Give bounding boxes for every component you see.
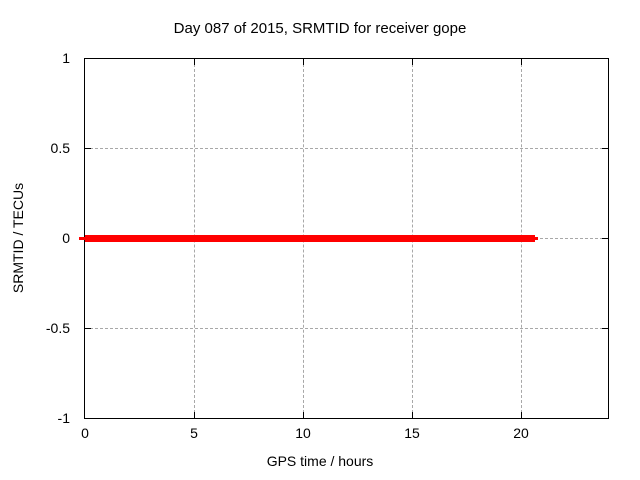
x-tick-label-5: 5 — [190, 425, 198, 441]
y-tick-right-0p5 — [602, 148, 608, 149]
y-tick-left-0p5 — [85, 148, 91, 149]
x-tick-bottom-5 — [194, 412, 195, 418]
y-tick-label-0p5: 0.5 — [50, 140, 70, 156]
x-tick-bottom-20 — [521, 412, 522, 418]
x-tick-label-0: 0 — [81, 425, 89, 441]
srmtid-data-line — [85, 235, 535, 242]
y-tick-left-neg0p5 — [85, 328, 91, 329]
x-tick-bottom-15 — [412, 412, 413, 418]
chart-title: Day 087 of 2015, SRMTID for receiver gop… — [173, 20, 467, 37]
y-tick-right-0 — [602, 238, 608, 239]
x-axis-label: GPS time / hours — [266, 453, 374, 469]
srmtid-line-start-cap — [79, 237, 85, 240]
y-tick-label-neg0p5: -0.5 — [45, 320, 70, 336]
x-tick-top-15 — [412, 59, 413, 65]
horizontal-gridline-neg0p5 — [85, 328, 608, 329]
x-tick-bottom-10 — [303, 412, 304, 418]
plot-inner — [79, 59, 608, 418]
y-tick-label-0: 0 — [62, 230, 70, 246]
srmtid-line-end-cap — [535, 237, 538, 240]
plot-area — [79, 58, 609, 419]
y-tick-label-1: 1 — [62, 50, 70, 66]
x-tick-label-15: 15 — [404, 425, 420, 441]
y-axis-label: SRMTID / TECUs — [10, 182, 26, 294]
x-tick-top-10 — [303, 59, 304, 65]
y-tick-right-neg0p5 — [602, 328, 608, 329]
x-tick-top-5 — [194, 59, 195, 65]
horizontal-gridline-0p5 — [85, 148, 608, 149]
x-tick-label-20: 20 — [513, 425, 529, 441]
y-tick-label-neg1: -1 — [57, 410, 70, 426]
x-tick-label-10: 10 — [295, 425, 311, 441]
x-tick-top-20 — [521, 59, 522, 65]
